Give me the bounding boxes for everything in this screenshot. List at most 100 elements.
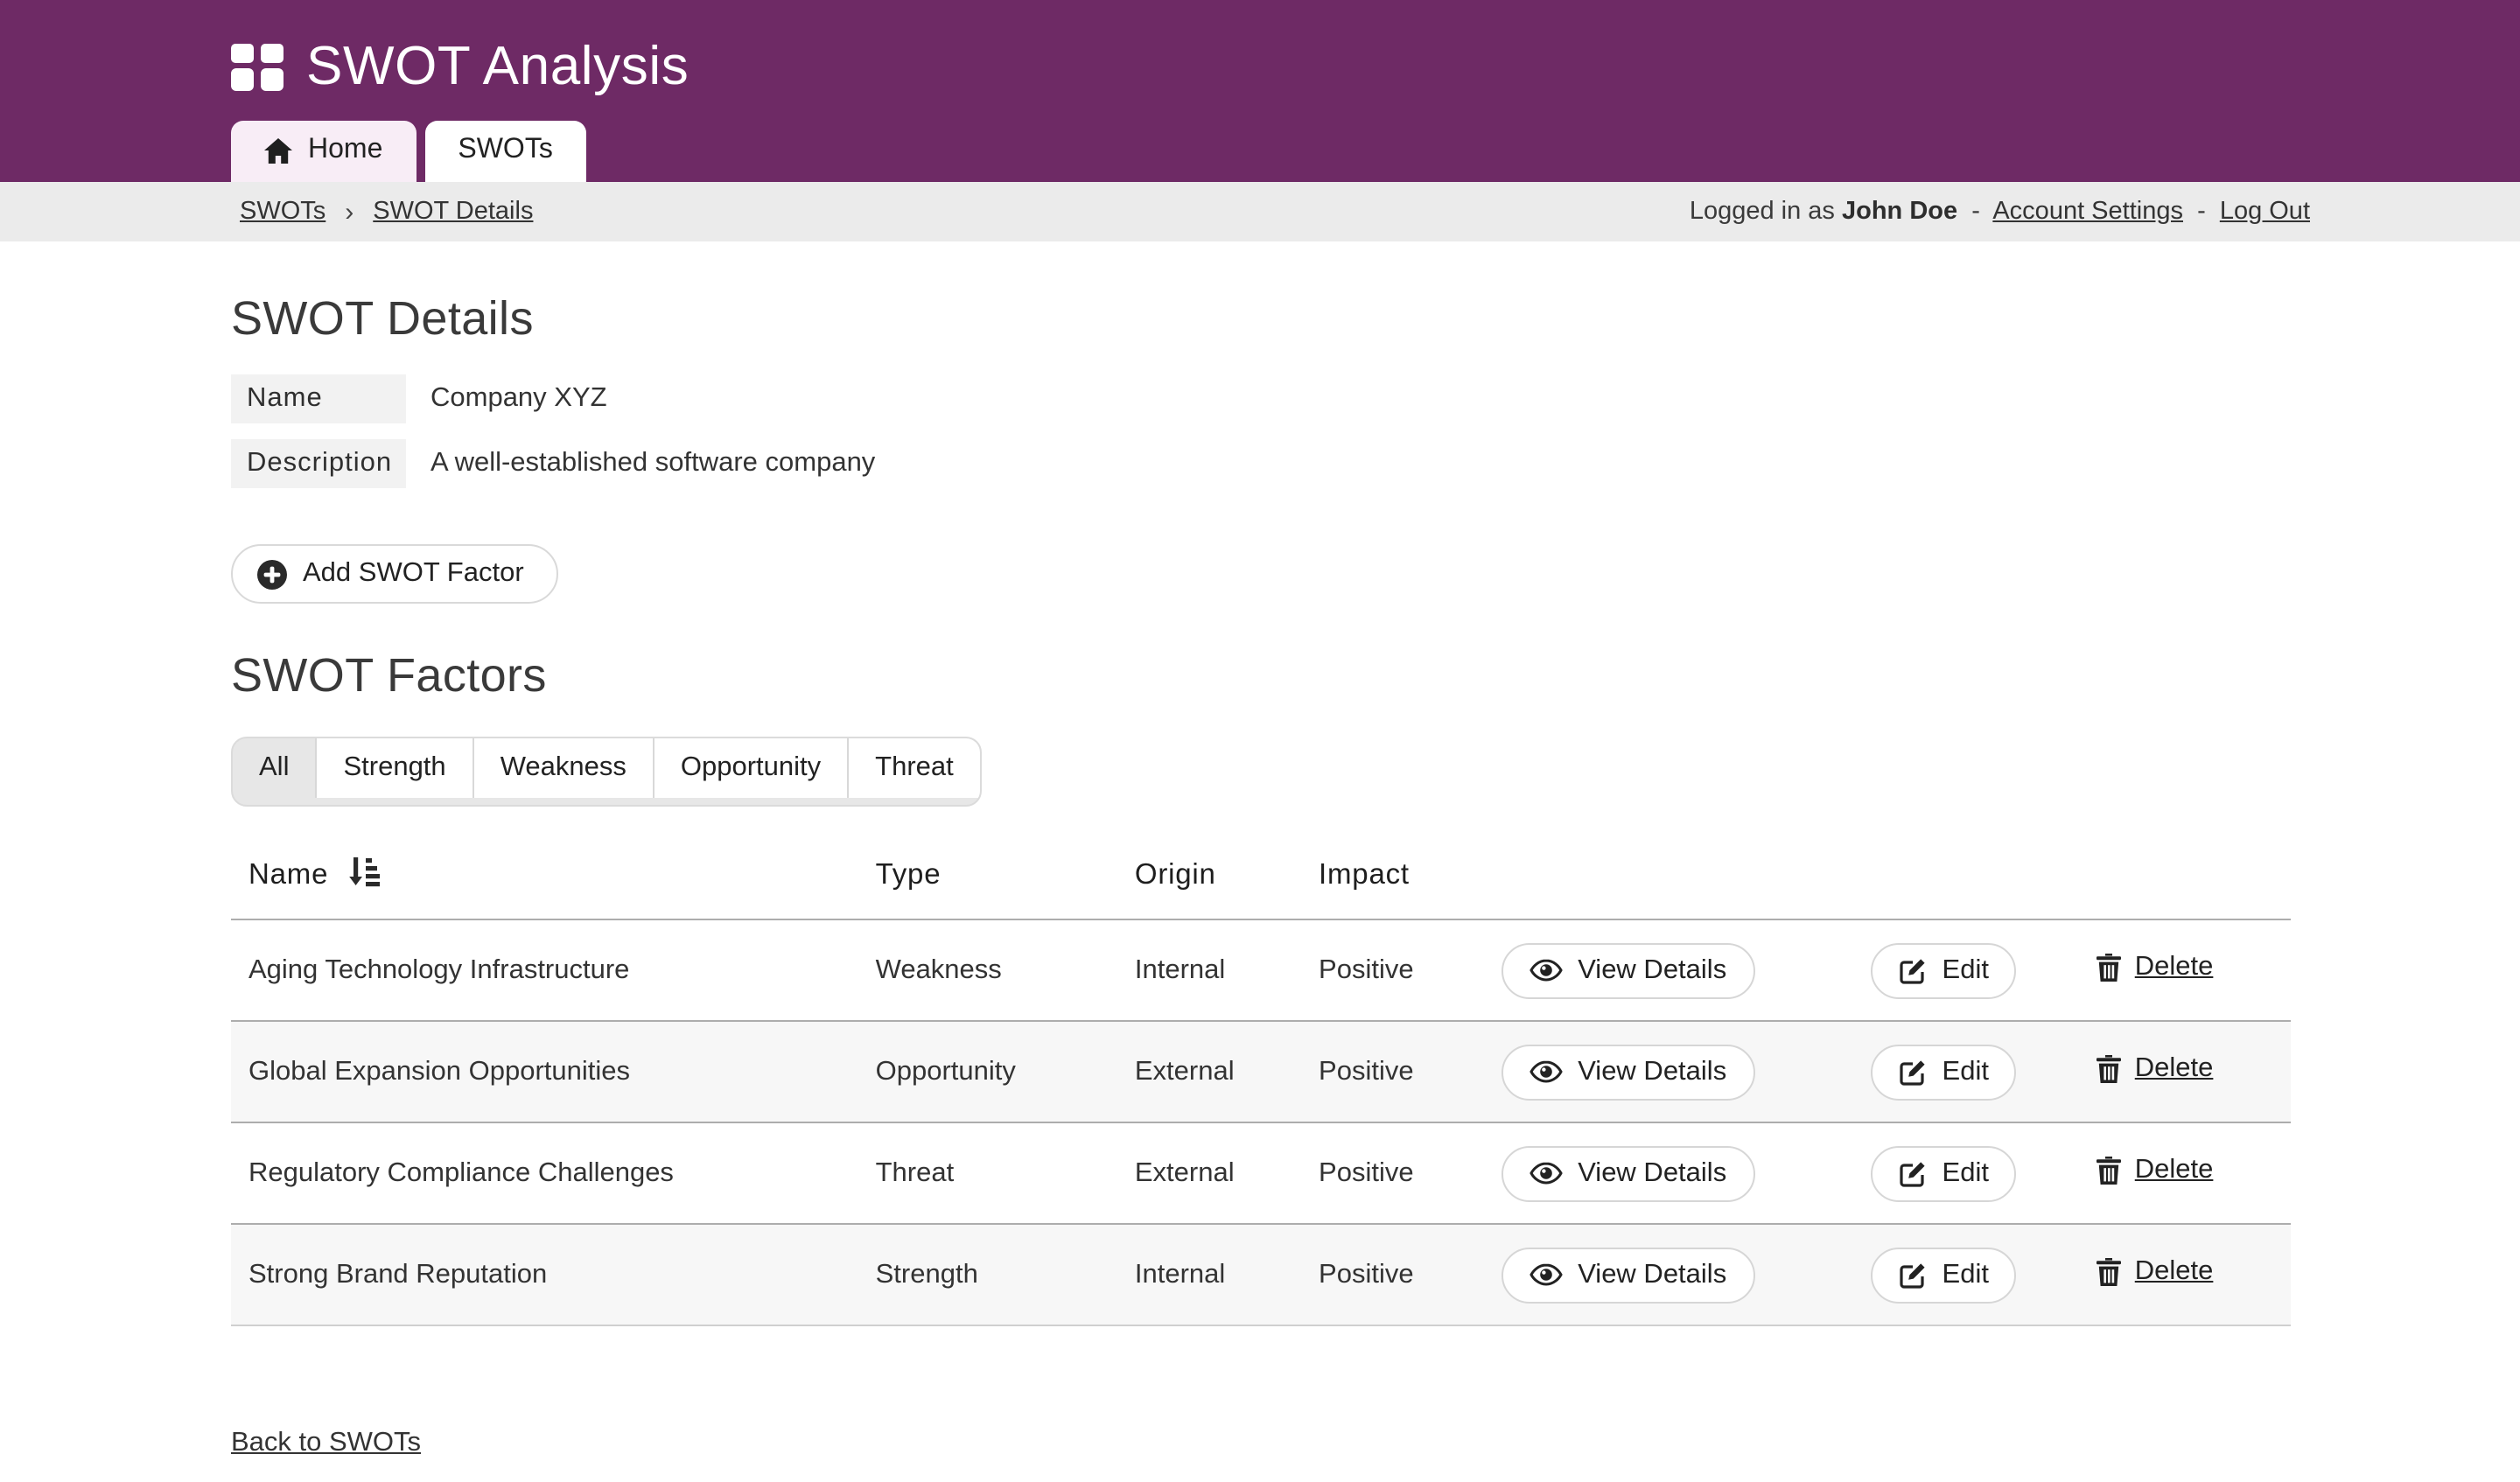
filter-button-opportunity[interactable]: Opportunity (654, 738, 850, 798)
filter-button-all[interactable]: All (233, 738, 318, 798)
edit-label: Edit (1942, 1056, 1989, 1086)
nav-tab-home-label: Home (308, 135, 383, 164)
app-header: SWOT Analysis Home SWOTs (0, 0, 2520, 182)
cell-edit-action: Edit (1870, 1224, 2096, 1325)
topbar: SWOTs › SWOT Details Logged in as John D… (0, 182, 2520, 241)
view-details-label: View Details (1578, 954, 1727, 984)
cell-edit-action: Edit (1870, 919, 2096, 1021)
column-header-name[interactable]: Name (231, 835, 876, 919)
cell-factor-impact: Positive (1319, 1259, 1414, 1289)
edit-button[interactable]: Edit (1870, 1247, 2017, 1303)
edit-button[interactable]: Edit (1870, 1145, 2017, 1201)
cell-factor-impact: Positive (1319, 954, 1414, 984)
edit-icon (1899, 956, 1927, 984)
column-header-type[interactable]: Type (875, 858, 942, 890)
eye-icon (1529, 1162, 1562, 1185)
edit-button[interactable]: Edit (1870, 942, 2017, 998)
eye-icon (1529, 959, 1562, 982)
edit-label: Edit (1942, 1259, 1989, 1289)
cell-factor-impact: Positive (1319, 1056, 1414, 1086)
view-details-button[interactable]: View Details (1501, 1044, 1755, 1100)
cell-factor-origin: External (1134, 1157, 1235, 1187)
field-row-description: Description A well-established software … (231, 439, 2291, 488)
factor-filters: All Strength Weakness Opportunity Threat (231, 737, 982, 807)
view-details-button[interactable]: View Details (1501, 1145, 1755, 1201)
breadcrumb-separator: › (345, 197, 354, 227)
column-header-actions-1 (1501, 835, 1870, 919)
edit-label: Edit (1942, 954, 1989, 984)
page-title: SWOT Details (231, 292, 534, 345)
cell-delete-action: Delete (2096, 1122, 2291, 1224)
cell-factor-origin: Internal (1134, 954, 1226, 984)
delete-link[interactable]: Delete (2134, 1154, 2214, 1184)
grid-logo-icon (231, 40, 284, 93)
delete-link[interactable]: Delete (2134, 1052, 2214, 1082)
plus-circle-icon (257, 559, 287, 589)
user-name: John Doe (1842, 198, 1958, 226)
cell-factor-name: Regulatory Compliance Challenges (248, 1157, 674, 1187)
cell-view-action: View Details (1501, 919, 1870, 1021)
breadcrumb-link-swot-details[interactable]: SWOT Details (373, 198, 534, 226)
brand: SWOT Analysis (231, 35, 689, 98)
nav-tab-swots-label: SWOTs (458, 135, 553, 164)
cell-factor-origin: Internal (1134, 1259, 1226, 1289)
view-details-label: View Details (1578, 1157, 1727, 1187)
trash-icon (2096, 1054, 2121, 1082)
trash-icon (2096, 953, 2121, 981)
edit-icon (1899, 1058, 1927, 1086)
edit-button[interactable]: Edit (1870, 1044, 2017, 1100)
cell-delete-action: Delete (2096, 1021, 2291, 1122)
sort-amount-down-icon (347, 857, 380, 887)
log-out-link[interactable]: Log Out (2219, 198, 2310, 226)
session-info: Logged in as John Doe - Account Settings… (1690, 198, 2310, 226)
cell-delete-action: Delete (2096, 1224, 2291, 1325)
cell-factor-type: Strength (875, 1259, 978, 1289)
view-details-button[interactable]: View Details (1501, 942, 1755, 998)
cell-edit-action: Edit (1870, 1122, 2096, 1224)
factors-table-body: Aging Technology Infrastructure Weakness… (231, 919, 2291, 1325)
account-settings-link[interactable]: Account Settings (1992, 198, 2183, 226)
filter-button-threat[interactable]: Threat (849, 738, 980, 798)
table-row: Aging Technology Infrastructure Weakness… (231, 919, 2291, 1021)
trash-icon (2096, 1257, 2121, 1285)
column-header-impact[interactable]: Impact (1319, 858, 1410, 890)
edit-icon (1899, 1261, 1927, 1289)
nav-tab-home[interactable]: Home (231, 121, 416, 182)
filter-button-weakness[interactable]: Weakness (473, 738, 654, 798)
session-separator: - (1971, 198, 1980, 226)
cell-factor-type: Threat (875, 1157, 955, 1187)
cell-factor-impact: Positive (1319, 1157, 1414, 1187)
cell-factor-name: Strong Brand Reputation (248, 1259, 548, 1289)
main-content: SWOT Details Name Company XYZ Descriptio… (0, 292, 2520, 1459)
add-swot-factor-button[interactable]: Add SWOT Factor (231, 544, 559, 604)
field-value-description: A well-established software company (430, 448, 876, 478)
cell-view-action: View Details (1501, 1021, 1870, 1122)
field-label-description: Description (231, 439, 406, 488)
view-details-button[interactable]: View Details (1501, 1247, 1755, 1303)
session-separator: - (2197, 198, 2206, 226)
cell-factor-type: Opportunity (875, 1056, 1016, 1086)
table-header-row: Name Type O (231, 835, 2291, 919)
main-nav: Home SWOTs (231, 121, 586, 182)
column-header-actions-2 (1871, 835, 2096, 919)
filter-button-strength[interactable]: Strength (317, 738, 474, 798)
delete-link[interactable]: Delete (2134, 1255, 2214, 1285)
breadcrumb-link-swots[interactable]: SWOTs (240, 198, 326, 226)
eye-icon (1529, 1060, 1562, 1083)
factors-table: Name Type O (231, 835, 2291, 1326)
back-to-swots-link[interactable]: Back to SWOTs (231, 1428, 422, 1458)
cell-factor-name: Global Expansion Opportunities (248, 1056, 630, 1086)
nav-tab-swots[interactable]: SWOTs (424, 121, 586, 182)
cell-factor-name: Aging Technology Infrastructure (248, 954, 630, 984)
cell-factor-origin: External (1134, 1056, 1235, 1086)
table-row: Regulatory Compliance Challenges Threat … (231, 1122, 2291, 1224)
delete-link[interactable]: Delete (2134, 951, 2214, 981)
app-title: SWOT Analysis (306, 35, 690, 96)
swot-details-fields: Name Company XYZ Description A well-esta… (231, 374, 2291, 488)
cell-view-action: View Details (1501, 1122, 1870, 1224)
field-label-name: Name (231, 374, 406, 423)
column-header-origin[interactable]: Origin (1134, 858, 1216, 890)
factors-section-title: SWOT Factors (231, 649, 547, 702)
cell-view-action: View Details (1501, 1224, 1870, 1325)
